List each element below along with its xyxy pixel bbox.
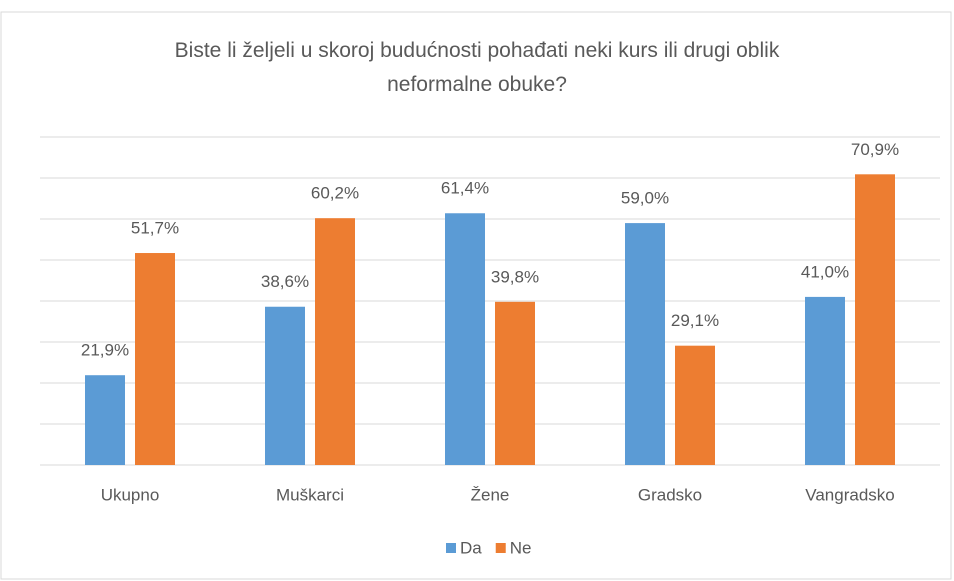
chart-title: Biste li željeli u skoroj budućnosti poh…	[174, 39, 780, 96]
bar	[805, 296, 845, 465]
x-tick-label: Žene	[471, 485, 510, 504]
x-tick-label: Ukupno	[101, 485, 160, 504]
data-label: 60,2%	[311, 184, 359, 203]
legend-swatch	[446, 543, 456, 553]
data-label: 59,0%	[621, 189, 669, 208]
bar	[85, 375, 125, 465]
bar	[265, 306, 305, 465]
data-label: 70,9%	[851, 140, 899, 159]
data-label: 21,9%	[81, 341, 129, 360]
legend-label: Da	[460, 538, 482, 557]
bar	[675, 345, 715, 465]
bar	[135, 253, 175, 465]
x-tick-label: Vangradsko	[805, 485, 894, 504]
data-label: 39,8%	[491, 267, 539, 286]
data-label: 51,7%	[131, 219, 179, 238]
bar	[445, 213, 485, 465]
x-tick-label: Gradsko	[638, 485, 702, 504]
bar	[625, 223, 665, 465]
bar	[495, 301, 535, 465]
data-label: 29,1%	[671, 311, 719, 330]
data-label: 41,0%	[801, 262, 849, 281]
legend-label: Ne	[510, 538, 532, 557]
bar	[855, 174, 895, 465]
data-label: 61,4%	[441, 179, 489, 198]
bar	[315, 218, 355, 465]
data-label: 38,6%	[261, 272, 309, 291]
chart-border	[0, 11, 952, 580]
x-tick-label: Muškarci	[276, 485, 344, 504]
legend-swatch	[495, 543, 506, 553]
